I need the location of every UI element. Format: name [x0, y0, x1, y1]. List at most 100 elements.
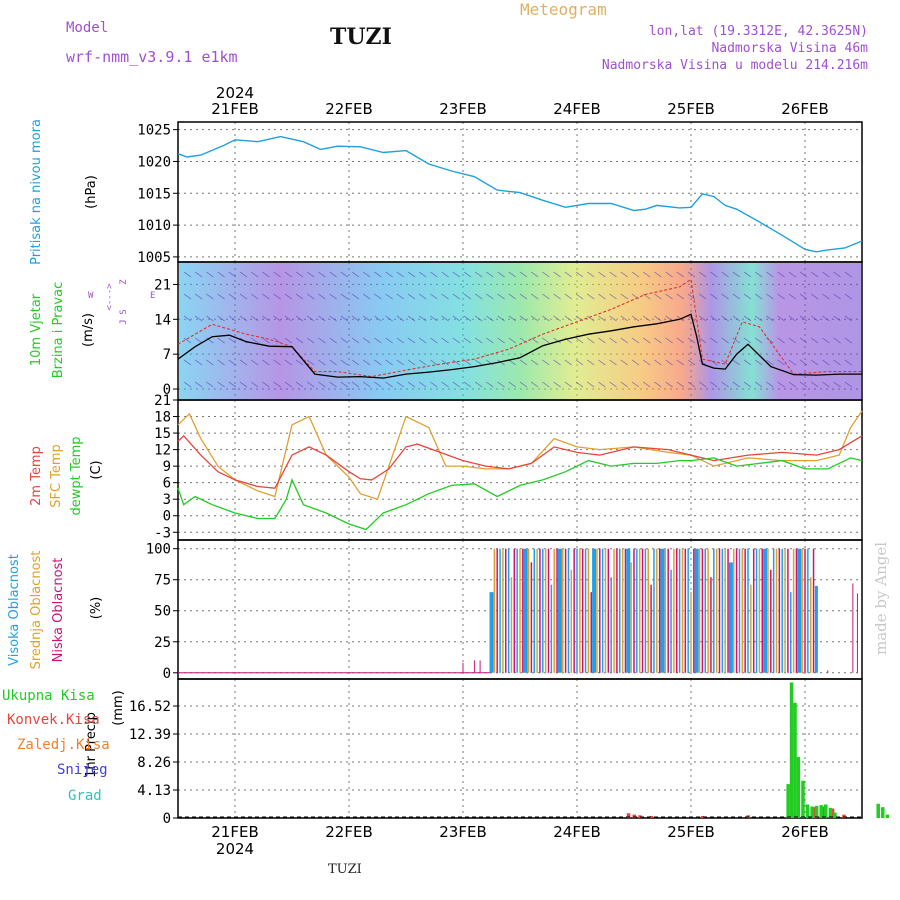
date-label-bottom: 21FEB	[211, 823, 258, 841]
wind-barb	[295, 381, 304, 388]
wind-barb	[497, 315, 505, 322]
wind-barb	[228, 315, 237, 322]
date-label-top: 25FEB	[667, 100, 714, 118]
wind-barb	[542, 293, 550, 300]
wind-barb	[575, 271, 584, 278]
wind-barb	[463, 315, 472, 322]
wind-barb	[620, 315, 629, 322]
wind-barb	[743, 337, 752, 344]
wind-barb	[788, 381, 797, 388]
y-tick-label: 100	[146, 542, 171, 558]
wind-barb	[441, 315, 449, 322]
wind-barb	[732, 359, 741, 366]
wind-barb	[564, 381, 573, 388]
wind-barb	[687, 337, 696, 344]
wind-barb	[687, 271, 696, 278]
wind-barb	[273, 381, 281, 388]
axis-label-dewpt: dewpt Temp	[69, 436, 84, 515]
wind-barb	[306, 381, 315, 388]
y-tick-label: 50	[154, 604, 171, 620]
wind-barb	[362, 359, 371, 366]
axis-label-wind: 10m Vjetar	[29, 293, 44, 366]
wind-barb	[486, 359, 494, 366]
wind-barb	[799, 337, 808, 344]
wind-barb	[351, 293, 360, 300]
series-sfc	[177, 410, 863, 501]
y-tick-label: 1020	[137, 154, 171, 170]
wind-barb	[844, 337, 853, 344]
precip-bar-convective	[842, 814, 846, 818]
wind-barb	[620, 337, 629, 344]
compass-west: W	[88, 291, 94, 301]
precip-legend-item: Konvek.Kisa	[7, 712, 100, 728]
model-name: wrf-nmm_v3.9.1 e1km	[66, 48, 238, 66]
wind-barb	[609, 271, 617, 278]
wind-barb	[754, 271, 763, 278]
model-label: Model	[66, 20, 109, 36]
series-temp2m	[177, 434, 863, 489]
altitude-label: Nadmorska Visina 46m	[711, 41, 868, 56]
wind-barb	[262, 271, 270, 278]
wind-barb	[732, 271, 741, 278]
precip-bar-total	[819, 805, 823, 818]
wind-barb	[497, 359, 505, 366]
unit-label-temp: (C)	[89, 460, 104, 479]
date-label-top: 21FEB	[211, 100, 258, 118]
wind-barb	[374, 359, 382, 366]
precip-bar-total	[786, 784, 790, 818]
wind-barb	[385, 337, 393, 344]
y-tick-label: 75	[154, 573, 171, 589]
wind-barb	[362, 337, 371, 344]
wind-barb	[329, 381, 337, 388]
wind-barb	[553, 315, 561, 322]
wind-barb	[810, 381, 819, 388]
precip-bar-convective	[649, 815, 654, 818]
wind-barb	[777, 381, 785, 388]
wind-barb	[250, 359, 259, 366]
wind-barb	[676, 359, 685, 366]
wind-barb	[497, 293, 505, 300]
wind-barb	[620, 381, 629, 388]
wind-barb	[844, 381, 853, 388]
date-label-top: 26FEB	[781, 100, 828, 118]
wind-barb	[340, 359, 349, 366]
wind-barb	[374, 293, 382, 300]
wind-barb	[710, 381, 718, 388]
axis-label-wind-2: Brzina i Pravac	[51, 282, 66, 379]
wind-barb	[822, 359, 830, 366]
wind-barb	[441, 337, 449, 344]
wind-barb	[519, 271, 528, 278]
wind-barb	[228, 271, 237, 278]
wind-barb	[340, 293, 349, 300]
wind-barb	[542, 381, 550, 388]
y-tick-label: 6	[163, 476, 171, 492]
wind-barb	[486, 337, 494, 344]
wind-barb	[766, 381, 774, 388]
wind-barb	[530, 315, 539, 322]
wind-barb	[833, 315, 841, 322]
wind-barb	[553, 337, 561, 344]
wind-barb	[486, 381, 494, 388]
wind-barb	[710, 337, 718, 344]
wind-barb	[351, 315, 360, 322]
wind-barb	[284, 271, 293, 278]
wind-barb	[654, 315, 662, 322]
wind-barb	[407, 381, 416, 388]
wind-barb	[183, 271, 192, 278]
axis-label-high-cloud: Visoka Oblacnost	[7, 554, 22, 666]
wind-barb	[194, 315, 203, 322]
wind-barb	[273, 337, 281, 344]
y-tick-label: 18	[154, 410, 171, 426]
compass-south: S	[119, 309, 129, 314]
wind-barb	[250, 337, 259, 344]
wind-barb	[542, 315, 550, 322]
wind-barb	[441, 293, 449, 300]
wind-barb	[710, 315, 718, 322]
wind-barb	[474, 271, 483, 278]
wind-barb	[418, 359, 427, 366]
wind-barb	[284, 359, 293, 366]
wind-barb	[306, 359, 315, 366]
wind-barb	[262, 315, 270, 322]
wind-barb	[329, 293, 337, 300]
wind-barb	[452, 271, 461, 278]
